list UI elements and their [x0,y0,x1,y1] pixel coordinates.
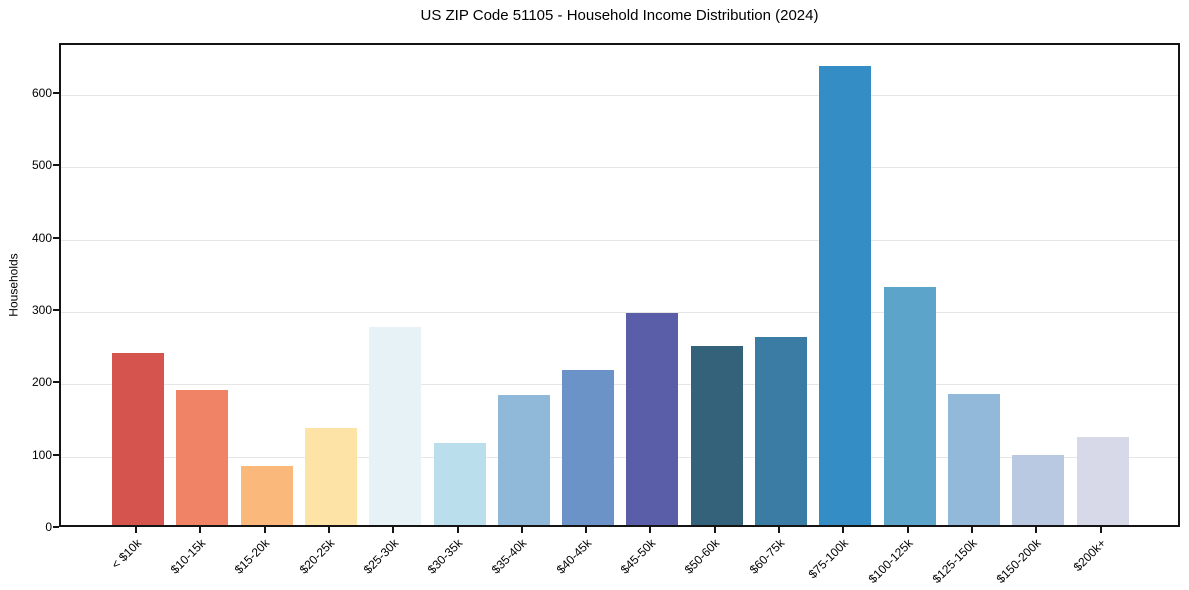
x-tick-mark-7 [585,527,588,533]
y-tick-label-300: 300 [31,302,52,317]
x-tick-mark-12 [906,527,909,533]
bar-0 [112,352,164,525]
x-tick-label-text: $35-40k [489,536,530,577]
y-tick-label-600: 600 [31,85,52,100]
x-tick-mark-11 [842,527,845,533]
x-tick-label-text: $60-75k [746,536,787,577]
x-tick-label-text: $40-45k [553,536,594,577]
x-tick-label-text: $25-30k [360,536,402,577]
x-tick-label-text: $100-125k [865,536,916,587]
x-tick-label-text: $50-60k [682,536,723,577]
x-tick-mark-10 [778,527,780,533]
x-tick-mark-0 [135,527,137,533]
gridline-300 [61,311,1178,313]
x-tick-label-text: $45-50k [617,536,659,577]
x-tick-label-text: $30-35k [424,536,466,577]
bar-11 [819,65,872,525]
gridline-500 [61,167,1178,169]
bar-5 [433,442,486,525]
bar-14 [1012,454,1065,525]
gridline-200 [61,384,1178,386]
x-tick-label-text: $150-200k [994,536,1045,587]
y-tick-label-200: 200 [31,375,52,390]
bar-2 [240,465,293,525]
x-tick-mark-14 [1035,527,1038,533]
x-tick-mark-13 [970,527,973,533]
y-tick-mark-100 [53,453,59,456]
x-tick-mark-15 [1099,527,1102,533]
y-tick-mark-0 [53,526,59,528]
x-tick-label-text: $75-100k [805,536,852,582]
x-tick-mark-4 [392,527,395,533]
y-tick-mark-400 [53,236,59,239]
bar-13 [947,394,1000,525]
x-tick-mark-2 [263,527,266,533]
bar-6 [497,394,550,525]
plot-area [59,43,1180,527]
x-tick-label-text: $20-25k [296,536,337,577]
bar-4 [369,326,422,525]
bar-12 [883,286,936,525]
gridline-600 [61,94,1178,96]
y-tick-label-500: 500 [31,158,52,173]
x-tick-mark-1 [199,527,202,533]
y-tick-mark-200 [53,381,59,384]
y-tick-mark-300 [53,308,59,311]
x-tick-mark-6 [520,527,523,533]
x-tick-label-text: $125-150k [929,536,980,587]
bar-1 [176,389,229,525]
x-tick-mark-5 [456,527,459,533]
x-tick-label-text: $200k+ [1070,536,1109,574]
x-tick-mark-3 [327,527,330,533]
bar-15 [1076,436,1129,525]
bar-3 [304,428,357,525]
y-axis-label-text: Households [7,253,21,317]
gridline-100 [61,456,1178,458]
y-tick-label-400: 400 [31,230,52,245]
y-tick-label-100: 100 [31,447,52,462]
x-tick-label-text: < $10k [108,536,144,572]
y-tick-label-0: 0 [45,520,52,534]
x-tick-mark-9 [713,527,716,533]
y-tick-mark-600 [53,91,59,94]
gridline-400 [61,239,1178,241]
bar-9 [690,346,743,525]
chart-title: US ZIP Code 51105 - Household Income Dis… [420,7,819,24]
bar-7 [562,370,615,525]
bar-8 [626,313,679,525]
x-tick-label-text: $15-20k [231,536,273,577]
x-tick-mark-8 [649,527,652,533]
x-tick-label-text: $10-15k [167,536,209,577]
bar-10 [755,336,807,525]
y-tick-mark-500 [53,164,59,167]
